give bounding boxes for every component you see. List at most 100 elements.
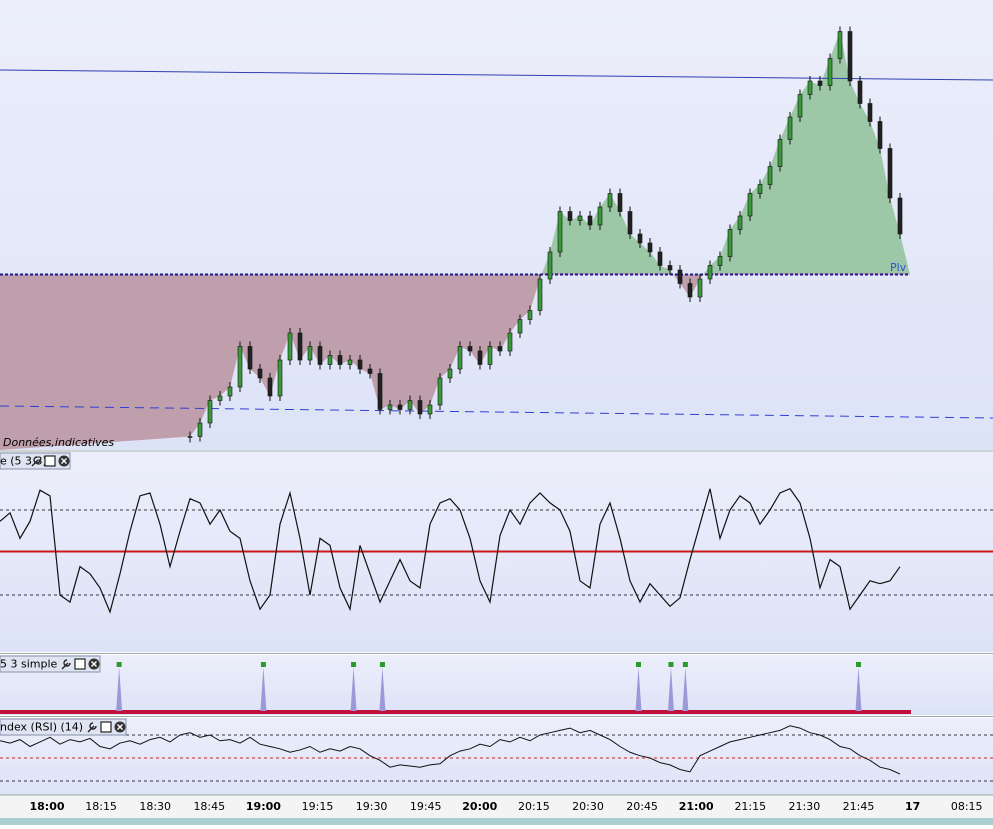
time-label: 17 [905,800,920,813]
time-label: 08:15 [951,800,983,813]
candle [417,400,423,415]
trend-line [0,405,993,419]
close-x [91,661,97,667]
candle [287,332,293,361]
candle [407,400,413,410]
candle [587,215,593,226]
candle [807,80,813,95]
candle [727,229,733,257]
candle [567,211,573,221]
signal-panel [0,655,993,715]
candle [767,166,773,185]
maximize-icon [44,455,56,467]
candle [227,386,233,397]
candle [737,215,743,230]
candle [277,359,283,397]
signal-spike [855,667,862,711]
signal-spike [682,667,689,711]
signal-spike [116,667,123,711]
candle [357,359,363,370]
candle [827,58,833,86]
candle [797,94,803,118]
panel-label: ndex (RSI) (14) [0,721,83,734]
candle [687,283,693,298]
candle [517,319,523,334]
time-label: 18:15 [85,800,117,813]
candle [537,278,543,311]
candle [847,31,853,82]
signal-marker [856,662,861,667]
candle [557,211,563,253]
close-x [61,458,67,464]
candle [577,215,583,221]
candle [527,310,533,320]
signal-spike [350,667,357,711]
time-axis [0,795,993,818]
signal-bar [0,710,911,714]
candle [897,197,903,235]
candle [367,368,373,374]
candle [457,346,463,370]
signal-marker [682,662,688,667]
candle [427,404,433,415]
candle [267,377,273,397]
scrollbar [0,818,993,825]
candle [237,346,243,388]
candle [697,278,703,298]
time-label: 20:15 [518,800,550,813]
time-label: 19:30 [356,800,388,813]
settings-icon [87,722,97,733]
candle [637,233,643,244]
signal-marker [379,662,385,667]
candle [887,148,893,199]
candle [647,242,653,253]
maximize-icon [100,721,112,733]
candle [677,269,683,284]
candle [487,346,493,365]
candle [657,251,663,266]
pivot-label: Plv [890,261,907,274]
time-label: 20:00 [462,800,497,813]
candle [447,368,453,379]
candle [757,184,763,194]
signal-marker [668,662,674,667]
settings-icon [61,659,71,670]
area-below-pivot [0,273,910,450]
signal-spike [667,667,674,711]
candle [317,346,323,365]
candle [297,332,303,361]
candle [837,31,843,59]
candle [547,251,553,280]
candle [787,116,793,140]
disclaimer: Données,indicatives [3,436,114,449]
candle [437,377,443,406]
signal-marker [635,662,641,667]
stochastic-line [0,488,901,614]
candle [467,346,473,352]
signal-marker [351,662,357,667]
candle [717,256,723,266]
candle [777,139,783,167]
candle [867,103,873,122]
candle [337,355,343,365]
candle [187,436,193,438]
rsi-line [0,725,901,775]
time-label: 21:30 [789,800,821,813]
time-label: 19:00 [246,800,281,813]
settings-icon [31,456,41,467]
panel-label-box [0,718,127,736]
time-label: 21:15 [734,800,766,813]
time-label: 18:45 [193,800,225,813]
time-label: 18:30 [139,800,171,813]
candle [307,346,313,361]
candle [377,373,383,410]
candle [217,395,223,401]
candle [327,355,333,365]
candle [347,359,353,365]
candle [817,80,823,86]
candle [617,193,623,212]
signal-spike [379,667,386,711]
trend-line [0,69,993,81]
candle [397,404,403,410]
